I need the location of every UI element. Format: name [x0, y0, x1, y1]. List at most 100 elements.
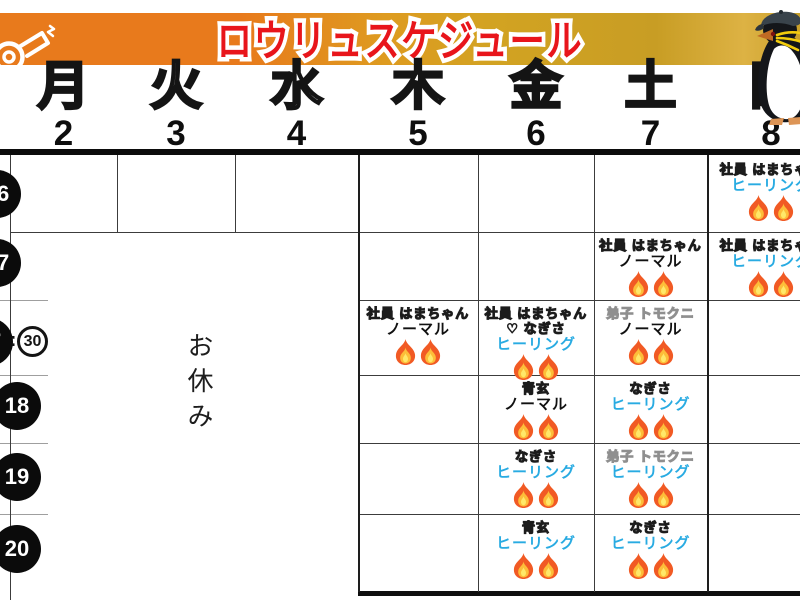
session-type: ヒーリング	[610, 464, 691, 481]
fire-emoji	[653, 553, 673, 579]
fire-emoji	[653, 414, 673, 440]
staff-name: 青玄	[521, 380, 550, 396]
session-type: ノーマル	[618, 253, 683, 270]
poster-title-outline: ロウリュスケジュール	[213, 14, 585, 71]
schedule-cell: 青玄 ヒーリング	[480, 516, 592, 593]
fire-emoji	[653, 339, 673, 365]
fire-emoji	[538, 354, 559, 380]
day-header: 水	[269, 58, 324, 116]
penguin-mascot-icon	[755, 10, 800, 125]
fire-row	[394, 339, 442, 365]
time-hour-circle: 17	[0, 239, 21, 287]
staff-name: 社員 はまちゃん	[719, 237, 800, 253]
grid-line	[0, 149, 800, 155]
schedule-cell: 弟子 トモクニ ノーマル	[596, 302, 705, 373]
fire-emoji	[628, 553, 648, 579]
time-colon: :	[10, 330, 17, 351]
fire-emoji	[538, 482, 559, 508]
fire-emoji	[513, 482, 534, 508]
grid-line	[358, 514, 800, 515]
grid-line	[10, 232, 800, 233]
grid-line	[358, 443, 800, 444]
day-date: 3	[166, 114, 186, 153]
grid-line	[0, 514, 48, 515]
grid-line	[594, 155, 595, 592]
session-type: ヒーリング	[730, 253, 800, 270]
day-header: 金	[509, 58, 564, 116]
fire-emoji	[628, 482, 648, 508]
staff-name: なぎさ	[629, 519, 672, 535]
fire-row	[747, 195, 795, 221]
day-header: 木	[391, 58, 446, 116]
session-type: ヒーリング	[495, 464, 576, 481]
staff-name: なぎさ	[629, 380, 672, 396]
fire-row	[512, 414, 560, 440]
poster-title: ロウリュスケジュール ロウリュスケジュール	[72, 14, 728, 71]
grid-line	[10, 155, 11, 600]
fire-emoji	[538, 553, 559, 579]
grid-line	[117, 155, 118, 232]
time-hour-circle: 20	[0, 525, 41, 573]
grid-line	[478, 155, 479, 592]
time-hour-circle: 17	[0, 318, 13, 366]
fire-emoji	[513, 414, 534, 440]
session-type: ヒーリング	[610, 396, 691, 413]
schedule-cell: 青玄 ノーマル	[480, 377, 592, 441]
fire-row	[627, 339, 675, 365]
grid-line	[358, 155, 360, 592]
staff-name: 社員 はまちゃん	[366, 305, 470, 321]
session-type: ノーマル	[385, 321, 450, 338]
grid-line	[0, 375, 48, 376]
fire-emoji	[513, 553, 534, 579]
fire-row	[627, 414, 675, 440]
grid-line	[358, 591, 800, 596]
fire-row	[512, 354, 560, 380]
fire-emoji	[420, 339, 441, 365]
fire-emoji	[773, 195, 794, 221]
staff-name: 弟子 トモクニ	[606, 448, 695, 464]
fire-emoji	[628, 414, 648, 440]
fire-emoji	[653, 271, 673, 297]
grid-line	[235, 155, 236, 232]
schedule-cell: 社員 はまちゃん ノーマル	[360, 302, 476, 373]
grid-line	[358, 375, 800, 376]
schedule-cell: 弟子 トモクニ ヒーリング	[596, 445, 705, 512]
fire-emoji	[513, 354, 534, 380]
session-type: ノーマル	[503, 396, 568, 413]
time-hour-circle: 19	[0, 453, 41, 501]
session-type: ヒーリング	[610, 535, 691, 552]
grid-line	[358, 300, 800, 301]
poster-title-text: ロウリュスケジュール	[216, 18, 584, 66]
fire-emoji	[395, 339, 416, 365]
fire-emoji	[773, 271, 794, 297]
fire-emoji	[748, 195, 769, 221]
grid-line	[707, 155, 709, 592]
staff-name: 社員 はまちゃん	[719, 161, 800, 177]
fire-row	[512, 553, 560, 579]
staff-name: 社員 はまちゃん	[599, 237, 702, 253]
day-date: 6	[526, 114, 546, 153]
session-type: ヒーリング	[730, 177, 800, 194]
day-date: 7	[640, 114, 661, 153]
session-type: ヒーリング	[495, 336, 576, 353]
session-type: ヒーリング	[495, 535, 576, 552]
day-header: 月	[36, 58, 91, 116]
schedule-cell: なぎさ ヒーリング	[480, 445, 592, 512]
staff-name: 青玄	[521, 519, 550, 535]
fire-row	[627, 271, 675, 297]
day-header: 火	[149, 58, 204, 116]
grid-line	[0, 443, 48, 444]
staff-name-second: ♡ なぎさ	[506, 320, 566, 336]
fire-emoji	[538, 414, 559, 440]
fire-emoji	[628, 339, 648, 365]
fire-row	[627, 482, 675, 508]
closed-note: お休み	[184, 332, 214, 437]
schedule-cell: 社員 はまちゃん ♡ なぎさ ヒーリング	[480, 302, 592, 380]
fire-emoji	[748, 271, 769, 297]
day-date: 5	[408, 114, 428, 153]
whistle-icon	[0, 24, 56, 73]
time-minute-bubble: 30	[17, 326, 48, 357]
session-type: ノーマル	[618, 321, 683, 338]
